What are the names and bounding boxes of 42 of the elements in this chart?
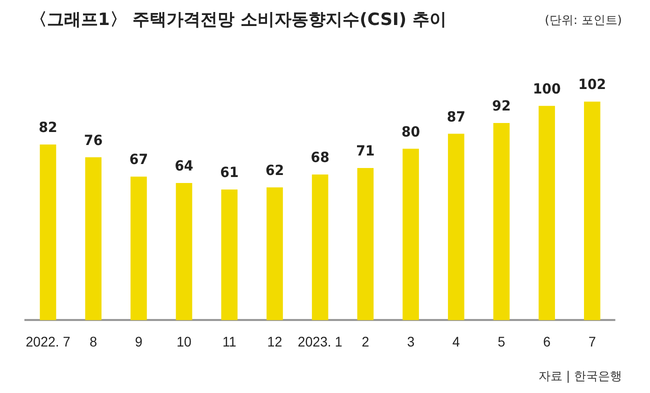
x-tick-label: 9 <box>134 334 142 350</box>
x-tick-label: 2022. 7 <box>26 334 70 350</box>
data-label: 80 <box>401 124 420 140</box>
x-tick-label: 7 <box>588 334 596 350</box>
data-label: 87 <box>446 109 466 126</box>
bar <box>448 134 464 320</box>
data-label: 71 <box>356 143 375 160</box>
chart-subtitle: (단위: 포인트) <box>544 12 622 29</box>
bar <box>312 174 328 320</box>
data-label: 68 <box>310 150 330 166</box>
bar <box>176 183 192 320</box>
x-tick-label: 6 <box>543 334 551 350</box>
chart-title: 〈그래프1〉 주택가격전망 소비자동향지수(CSI) 추이 <box>30 9 446 31</box>
data-label: 61 <box>220 164 239 182</box>
x-tick-label: 8 <box>90 334 98 350</box>
x-tick-label: 10 <box>176 334 192 350</box>
bar <box>221 189 238 320</box>
data-label: 102 <box>578 76 606 94</box>
bar <box>538 106 555 320</box>
bar <box>130 176 147 320</box>
x-tick-label: 5 <box>498 334 506 350</box>
x-tick-label: 3 <box>407 334 414 350</box>
x-tick-label: 2023. 1 <box>298 334 342 350</box>
data-label: 62 <box>265 162 284 180</box>
data-label: 100 <box>532 81 561 98</box>
data-label: 92 <box>492 98 511 115</box>
x-tick-label: 2 <box>362 334 370 350</box>
text: 자료 | 한국은행 <box>538 368 622 385</box>
x-tick-label: 11 <box>222 334 236 350</box>
data-label: 76 <box>84 132 103 150</box>
bar <box>493 123 510 320</box>
data-label: 64 <box>174 158 194 175</box>
bar <box>402 148 419 320</box>
x-tick-label: 4 <box>452 334 460 350</box>
bar <box>85 157 102 320</box>
data-label: 67 <box>129 152 148 168</box>
bar <box>357 168 374 320</box>
bar <box>584 102 600 320</box>
bar <box>266 187 283 320</box>
data-label: 82 <box>38 120 58 136</box>
x-tick-label: 12 <box>267 334 282 350</box>
bar <box>40 144 56 320</box>
